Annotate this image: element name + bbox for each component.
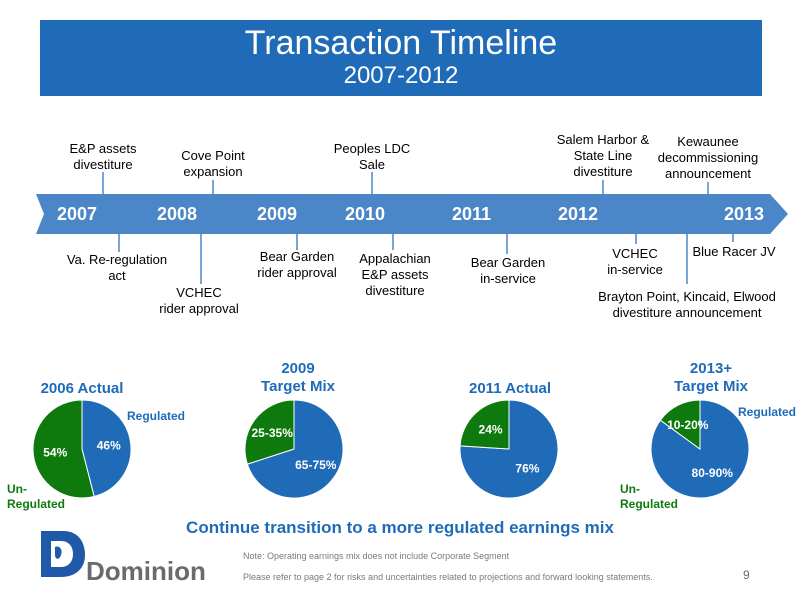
year-label: 2009 [257,204,298,224]
pie-slice-label: 54% [43,445,67,459]
year-label: 2008 [157,204,198,224]
title-banner: Transaction Timeline 2007-2012 [40,20,762,96]
pie-slice-label: 25-35% [252,426,294,440]
pie-slice [659,399,701,450]
year-label: 2013 [724,204,765,224]
pie-slice-label: 76% [515,462,539,476]
regulated-label: Regulated [738,405,797,419]
event-vchec-rider: VCHEC rider approval [159,285,239,316]
dominion-logo-icon [37,527,87,579]
regulated-label: Regulated [127,409,186,423]
event-vchec-service: VCHEC in-service [607,246,663,277]
unregulated-label: Un- Regulated [620,482,679,511]
year-label: 2007 [57,204,98,224]
year-label: 2010 [345,204,386,224]
event-salem-harbor: Salem Harbor & State Line divestiture [556,132,650,179]
event-blue-racer: Blue Racer JV [692,244,776,259]
pie-title: 2009 Target Mix [261,360,335,395]
event-brayton-point: Brayton Point, Kincaid, Elwood divestitur… [598,289,776,320]
event-va-reregulation: Va. Re-regulation act [66,252,168,283]
pie-slice-label: 10-20% [667,418,709,432]
pie-slice [32,399,95,499]
tagline: Continue transition to a more regulated … [186,518,614,537]
pie-title: 2013+ Target Mix [674,360,748,395]
dominion-logo-text: Dominion [86,556,206,586]
event-bear-garden-service: Bear Garden in-service [470,255,546,286]
pie-slice-label: 80-90% [692,466,734,480]
unregulated-label: Un- Regulated [7,482,66,511]
page-title: Transaction Timeline [244,24,558,62]
event-bear-garden-rider: Bear Garden rider approval [257,249,337,280]
page-subtitle: 2007-2012 [343,62,459,89]
pie-slice-label: 24% [479,422,503,436]
event-peoples-ldc: Peoples LDC Sale [333,141,411,172]
footnote: Note: Operating earnings mix does not in… [243,551,510,561]
pie-slice-label: 65-75% [295,458,337,472]
event-cove-point: Cove Point expansion [181,148,245,179]
pie-title: 2006 Actual [40,380,124,397]
event-ep-assets: E&P assets divestiture [69,141,137,172]
pie-slice [244,399,295,465]
year-label: 2011 [452,204,492,224]
event-appalachian: Appalachian E&P assets divestiture [359,251,431,298]
pie-slice [81,399,132,498]
pie-slice [459,399,510,450]
pie-title: 2011 Actual [469,380,551,397]
pie-charts: 46% 54% 65-75% 25-35% 76% 24% 80-90% 10-20% [32,399,750,499]
year-label: 2012 [558,204,599,224]
pie-slice [246,399,344,499]
timeline-graphic [36,172,788,284]
timeline-arrow [36,194,788,234]
pie-slice-label: 46% [97,439,121,453]
footnote: Please refer to page 2 for risks and unc… [243,572,653,582]
page-number: 9 [743,568,750,582]
event-kewaunee: Kewaunee decommissioning announcement [657,134,759,181]
